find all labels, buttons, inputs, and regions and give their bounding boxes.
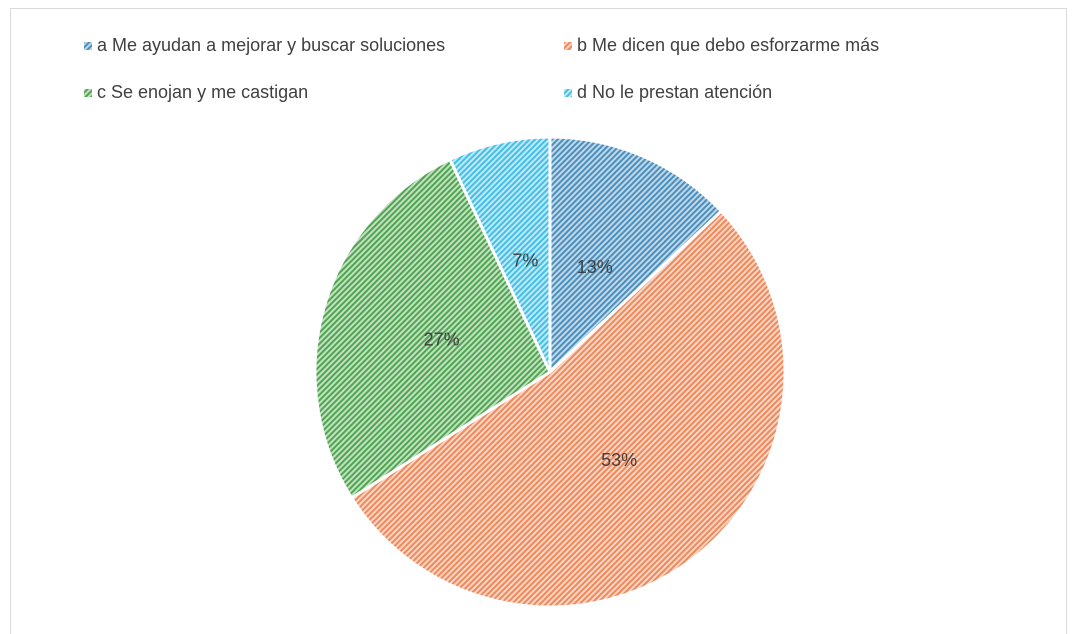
legend-marker (84, 89, 92, 97)
legend-marker (84, 42, 92, 50)
legend-marker (564, 42, 572, 50)
pie-slice (313, 157, 552, 500)
pie-slice (349, 209, 787, 609)
legend-label: c Se enojan y me castigan (97, 82, 308, 102)
data-label: 27% (424, 329, 460, 349)
legend-label: d No le prestan atención (577, 82, 772, 102)
legend-label: b Me dicen que debo esforzarme más (577, 35, 879, 55)
pie-slice (447, 135, 552, 373)
pie-slice (548, 135, 724, 376)
legend-marker (564, 89, 572, 97)
data-label: 53% (601, 450, 637, 470)
data-label: 7% (512, 251, 538, 271)
legend-label: a Me ayudan a mejorar y buscar solucione… (97, 35, 445, 55)
data-label: 13% (577, 257, 613, 277)
